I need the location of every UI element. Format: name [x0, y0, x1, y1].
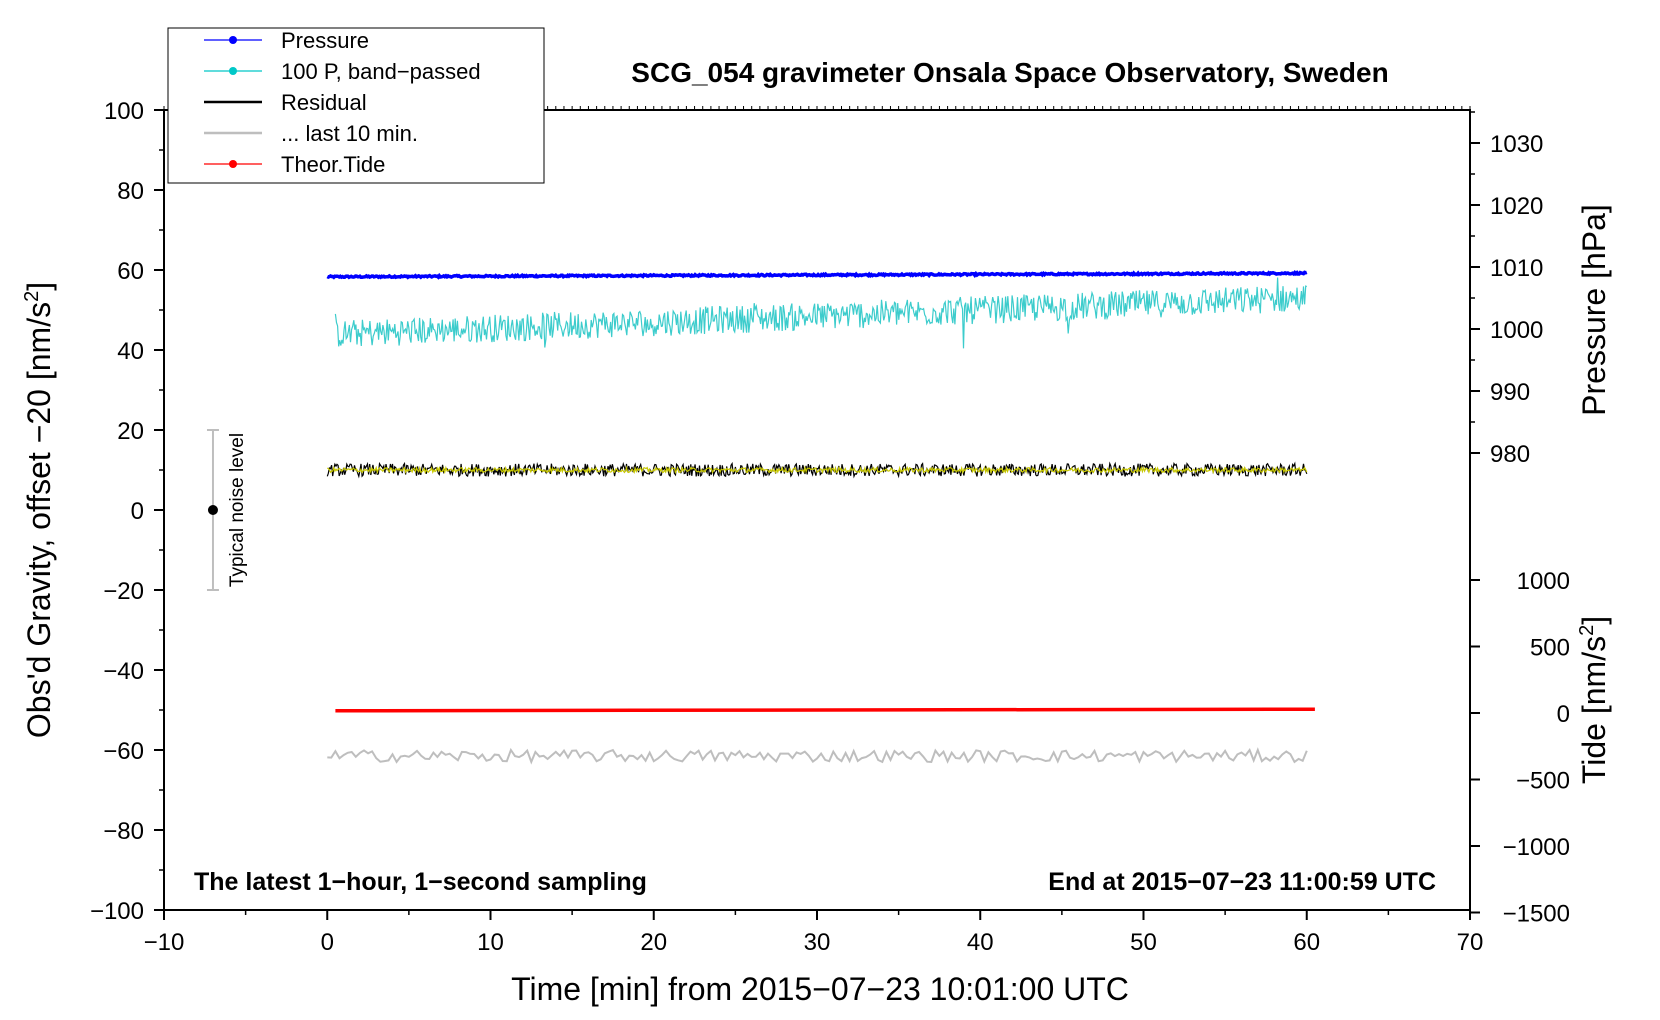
y-tick-label-7: −40	[103, 658, 144, 685]
x-tick-label-8: 70	[1457, 929, 1484, 956]
chart-title: SCG_054 gravimeter Onsala Space Observat…	[631, 57, 1388, 88]
series--last-10-min-	[327, 747, 1308, 765]
pressure-tick-label-5: 980	[1490, 441, 1530, 468]
y-tick-label-10: −100	[90, 898, 144, 925]
y-tick-label-6: −20	[103, 578, 144, 605]
y-axis-title-tide: Tide [nm/s2]	[1576, 616, 1612, 784]
tide-tick-label-1: 500	[1530, 635, 1570, 662]
series-residual-smoothed-	[326, 465, 1308, 475]
axes-layer: −10 0 10 20 30 40 50 60 70100806040200−20−40−60−…	[90, 98, 1570, 956]
plot-frame	[163, 109, 1471, 911]
tide-tick-label-0: 1000	[1517, 568, 1570, 595]
x-tick-label-1: 0	[321, 929, 334, 956]
y-axis-title-left-main: Obs'd Gravity, offset −20 [nm/s	[21, 302, 57, 738]
y-axis-title-left-sup: 2	[21, 291, 43, 302]
y-axis-title-pressure: Pressure [hPa]	[1576, 204, 1612, 416]
x-tick-label-3: 20	[640, 929, 667, 956]
legend-label-4: Theor.Tide	[281, 152, 385, 177]
legend-label-1: 100 P, band−passed	[281, 59, 481, 84]
legend-marker-0	[229, 36, 237, 44]
legend-label-0: Pressure	[281, 28, 369, 53]
y-axis-title-left-end: ]	[21, 282, 57, 291]
y-tick-label-3: 40	[117, 338, 144, 365]
series-100-p-band-passed	[334, 277, 1308, 349]
series-residual	[326, 461, 1308, 479]
legend: Pressure 100 P, band−passed Residual ... la…	[167, 27, 545, 184]
y-tick-label-8: −60	[103, 738, 144, 765]
legend-box	[167, 27, 545, 184]
pressure-tick-label-4: 990	[1490, 379, 1530, 406]
annotation-end-time: End at 2015−07−23 11:00:59 UTC	[1048, 868, 1436, 896]
noise-level-label: Typical noise level	[227, 433, 248, 587]
y-tick-label-0: 100	[104, 98, 144, 125]
y-tick-label-5: 0	[131, 498, 144, 525]
y-axis-title-tide-sup: 2	[1576, 625, 1598, 636]
legend-marker-1	[229, 67, 237, 75]
x-axis-title: Time [min] from 2015−07−23 10:01:00 UTC	[511, 971, 1129, 1007]
pressure-tick-label-3: 1000	[1490, 317, 1543, 344]
y-tick-label-4: 20	[117, 418, 144, 445]
pressure-tick-label-1: 1020	[1490, 193, 1543, 220]
x-tick-label-6: 50	[1130, 929, 1157, 956]
tide-tick-label-4: −1000	[1503, 834, 1570, 861]
x-tick-label-7: 60	[1293, 929, 1320, 956]
y-axis-title-left: Obs'd Gravity, offset −20 [nm/s2]	[21, 282, 57, 738]
y-tick-label-2: 60	[117, 258, 144, 285]
y-axis-title-tide-end: ]	[1576, 616, 1612, 625]
y-tick-label-9: −80	[103, 818, 144, 845]
pressure-tick-label-2: 1010	[1490, 255, 1543, 282]
labels-layer: SCG_054 gravimeter Onsala Space Observat…	[21, 57, 1612, 1007]
x-tick-label-4: 30	[804, 929, 831, 956]
noise-bar-center-point	[207, 505, 218, 515]
x-tick-label-2: 10	[477, 929, 504, 956]
legend-label-2: Residual	[281, 90, 367, 115]
legend-marker-4	[229, 160, 237, 168]
x-tick-label-5: 40	[967, 929, 994, 956]
tide-tick-label-2: 0	[1557, 701, 1570, 728]
tide-tick-label-5: −1500	[1503, 901, 1570, 928]
series-pressure	[326, 270, 1308, 280]
annotation-latest-hour: The latest 1−hour, 1−second sampling	[194, 868, 647, 896]
y-axis-title-tide-main: Tide [nm/s	[1576, 636, 1612, 784]
series-theor-tide	[335, 707, 1315, 713]
pressure-tick-label-0: 1030	[1490, 131, 1543, 158]
tide-tick-label-3: −500	[1516, 768, 1570, 795]
legend-label-3: ... last 10 min.	[281, 121, 418, 146]
y-tick-label-1: 80	[117, 178, 144, 205]
x-tick-label-0: −10	[144, 929, 185, 956]
plot-series-layer	[206, 270, 1315, 765]
